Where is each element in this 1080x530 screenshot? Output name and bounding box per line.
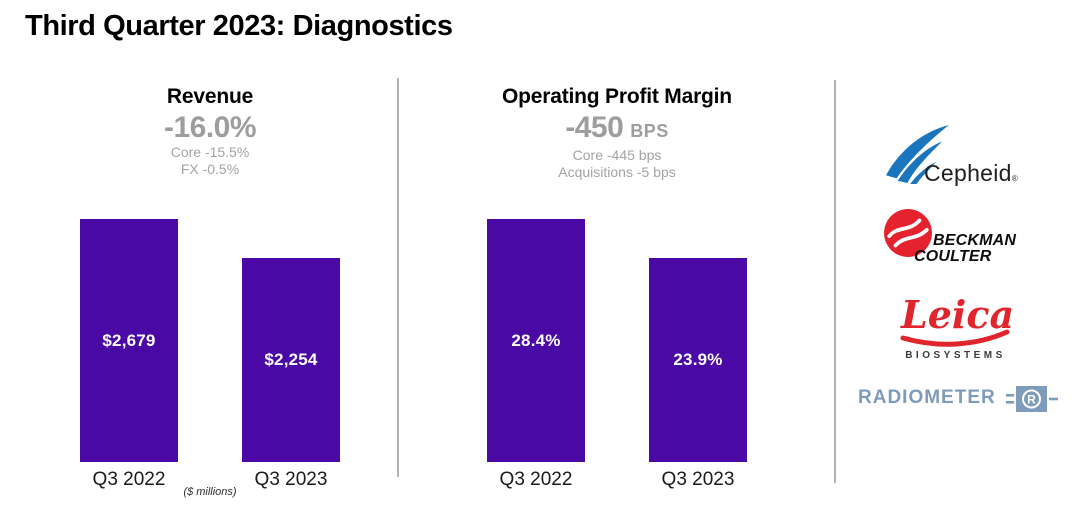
bar-column: $2,254 Q3 2023 — [242, 219, 340, 490]
opm-headline: -450 BPS — [462, 112, 772, 147]
revenue-bar-plot: $2,679 Q3 2022 $2,254 Q3 2023 — [55, 219, 365, 490]
bar-value-label: 28.4% — [511, 330, 561, 350]
revenue-breakdown-fx: FX -0.5% — [180, 161, 240, 177]
opm-headline-value: -450 — [565, 111, 624, 144]
radiometer-r-icon: R — [1006, 386, 1058, 412]
revenue-breakdown-core: Core -15.5% — [170, 144, 250, 160]
svg-text:R: R — [1027, 393, 1036, 407]
vertical-divider — [834, 80, 836, 483]
bar-q3-2022: $2,679 — [80, 219, 178, 462]
cepheid-wordmark: Cepheid® — [924, 160, 1018, 186]
revenue-chart: Revenue -16.0% Core -15.5% FX -0.5% $2,6… — [55, 86, 365, 506]
leica-script-icon: Leica — [900, 292, 1014, 347]
category-label: Q3 2023 — [661, 469, 735, 490]
category-label: Q3 2022 — [92, 469, 166, 490]
beckman-coulter-swirl-icon — [884, 209, 932, 257]
leica-biosystems-logo: Leica BIOSYSTEMS — [893, 290, 1018, 365]
revenue-headline: -16.0% — [55, 112, 365, 144]
bar-column: 23.9% Q3 2023 — [649, 219, 747, 490]
opm-chart-title: Operating Profit Margin — [502, 85, 732, 108]
page-title: Third Quarter 2023: Diagnostics — [25, 10, 453, 42]
cepheid-logo: Cepheid® — [880, 122, 1045, 190]
opm-bar-plot: 28.4% Q3 2022 23.9% Q3 2023 — [462, 219, 772, 490]
beckman-wordmark-line1: BECKMAN — [933, 232, 1017, 249]
opm-headline-unit: BPS — [630, 121, 669, 141]
cepheid-swoosh-icon — [886, 124, 949, 184]
operating-profit-margin-chart: Operating Profit Margin -450 BPS Core -4… — [462, 86, 772, 506]
bar-column: $2,679 Q3 2022 — [80, 219, 178, 490]
radiometer-logo: RADIOMETER R — [858, 385, 1063, 413]
revenue-chart-title: Revenue — [166, 85, 254, 108]
leica-biosystems-label: BIOSYSTEMS — [905, 350, 1006, 361]
revenue-headline-value: -16.0% — [163, 111, 257, 144]
bar-value-label: $2,679 — [102, 330, 156, 350]
bar-q3-2023: $2,254 — [242, 258, 340, 462]
beckman-coulter-logo: BECKMAN COULTER — [883, 206, 1043, 272]
radiometer-wordmark: RADIOMETER — [858, 387, 996, 408]
revenue-unit-note: ($ millions) — [183, 486, 237, 498]
category-label: Q3 2023 — [254, 469, 328, 490]
category-label: Q3 2022 — [499, 469, 573, 490]
opm-breakdown-core: Core -445 bps — [572, 147, 662, 163]
bar-value-label: 23.9% — [673, 350, 723, 369]
registered-mark: ® — [1011, 174, 1018, 183]
bar-q3-2023: 23.9% — [649, 258, 747, 462]
beckman-wordmark-line2: COULTER — [914, 248, 992, 265]
svg-text:Leica: Leica — [900, 292, 1014, 337]
vertical-divider — [397, 78, 399, 477]
bar-value-label: $2,254 — [264, 350, 318, 369]
bar-q3-2022: 28.4% — [487, 219, 585, 462]
bar-column: 28.4% Q3 2022 — [487, 219, 585, 490]
opm-breakdown-acquisitions: Acquisitions -5 bps — [558, 164, 676, 180]
